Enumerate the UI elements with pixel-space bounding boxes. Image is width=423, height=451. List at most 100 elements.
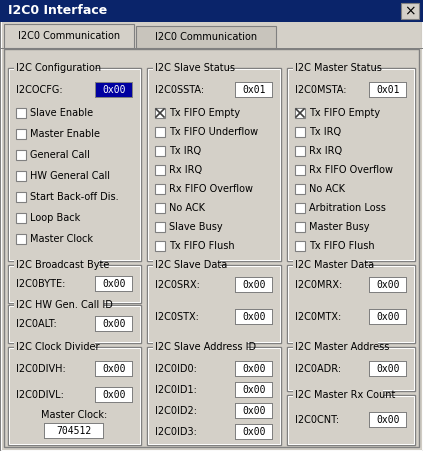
Bar [95,387,133,403]
Bar [295,108,305,118]
Text: I2C Master Address: I2C Master Address [295,342,390,352]
Bar [147,347,281,445]
Text: 0x00: 0x00 [376,280,400,290]
Text: 0x00: 0x00 [242,364,266,374]
Text: HW General Call: HW General Call [30,171,110,181]
Text: Master Busy: Master Busy [309,222,370,232]
Bar [287,347,415,391]
Bar [8,347,141,445]
Bar [235,82,273,98]
Bar [236,83,272,97]
Text: Loop Back: Loop Back [30,213,80,223]
Text: Rx IRQ: Rx IRQ [309,146,342,156]
Bar [9,306,140,342]
Text: I2C Slave Address ID: I2C Slave Address ID [155,342,256,352]
Bar [235,361,273,377]
Text: I2C0DIVL:: I2C0DIVL: [16,390,64,400]
Text: 0x00: 0x00 [242,280,266,290]
Text: Master Enable: Master Enable [30,129,100,139]
Bar [16,129,26,139]
Text: I2C0SSTA:: I2C0SSTA: [155,85,204,95]
Text: I2C0STX:: I2C0STX: [155,312,199,322]
Text: Tx IRQ: Tx IRQ [309,127,341,137]
Text: 0x00: 0x00 [376,312,400,322]
Bar [16,171,26,181]
Text: I2C Configuration: I2C Configuration [16,63,101,73]
Bar [9,348,140,444]
Bar [8,68,141,261]
Bar [295,146,305,156]
Text: I2C Clock Divider: I2C Clock Divider [16,342,99,352]
Text: I2C0 Interface: I2C0 Interface [8,5,107,18]
Bar [295,127,305,137]
Bar [287,347,415,391]
Bar [148,266,280,342]
Bar [236,310,272,324]
Bar [369,82,407,98]
Bar [136,26,276,48]
Bar [295,222,305,232]
Bar [369,309,407,325]
Bar [9,266,140,302]
Text: 0x00: 0x00 [242,427,266,437]
Text: I2C0ID0:: I2C0ID0: [155,364,197,374]
Bar [14,63,94,72]
Bar [295,165,305,175]
Text: 0x00: 0x00 [376,415,400,425]
Bar [236,404,272,418]
Bar [153,63,229,72]
Bar [148,348,280,444]
Bar [370,413,406,427]
Text: I2C Master Status: I2C Master Status [295,63,382,73]
Text: Master Clock: Master Clock [30,234,93,244]
Bar [155,127,165,137]
Text: Master Clock:: Master Clock: [41,410,107,420]
Bar [401,3,419,19]
Bar [16,108,26,118]
Bar [293,63,374,72]
Bar [155,184,165,194]
Bar [148,69,280,260]
Bar [95,82,133,98]
Bar [14,300,104,309]
Bar [155,165,165,175]
Text: 0x01: 0x01 [376,85,400,95]
Bar [155,241,165,251]
Text: I2C0 Communication: I2C0 Communication [155,32,257,42]
Bar [235,382,273,398]
Text: Rx IRQ: Rx IRQ [169,165,202,175]
Bar [287,68,415,261]
Text: 0x00: 0x00 [102,364,126,374]
Text: 0x00: 0x00 [102,85,126,95]
Bar [288,396,414,444]
Bar [287,265,415,343]
Bar [235,309,273,325]
Bar [8,305,141,343]
Text: General Call: General Call [30,150,90,160]
Bar [16,213,26,223]
Bar [0,48,423,49]
Text: I2C0DIVH:: I2C0DIVH: [16,364,66,374]
Bar [287,395,415,445]
Text: I2C0CNT:: I2C0CNT: [295,415,339,425]
Text: 0x00: 0x00 [102,319,126,329]
Bar [96,83,132,97]
Bar [96,277,132,291]
Bar [293,390,382,399]
Bar [8,305,141,343]
Text: I2C0MTX:: I2C0MTX: [295,312,341,322]
Bar [287,395,415,445]
Bar [153,342,247,351]
Text: 0x00: 0x00 [102,390,126,400]
Text: I2C0ADR:: I2C0ADR: [295,364,341,374]
Bar [4,24,134,48]
Bar [8,347,141,445]
Bar [14,260,99,269]
Bar [96,83,132,97]
Text: 0x00: 0x00 [242,406,266,416]
Bar [293,342,378,351]
Bar [369,412,407,428]
Text: I2C0ID2:: I2C0ID2: [155,406,197,416]
Text: 0x01: 0x01 [242,85,266,95]
Bar [0,0,423,22]
